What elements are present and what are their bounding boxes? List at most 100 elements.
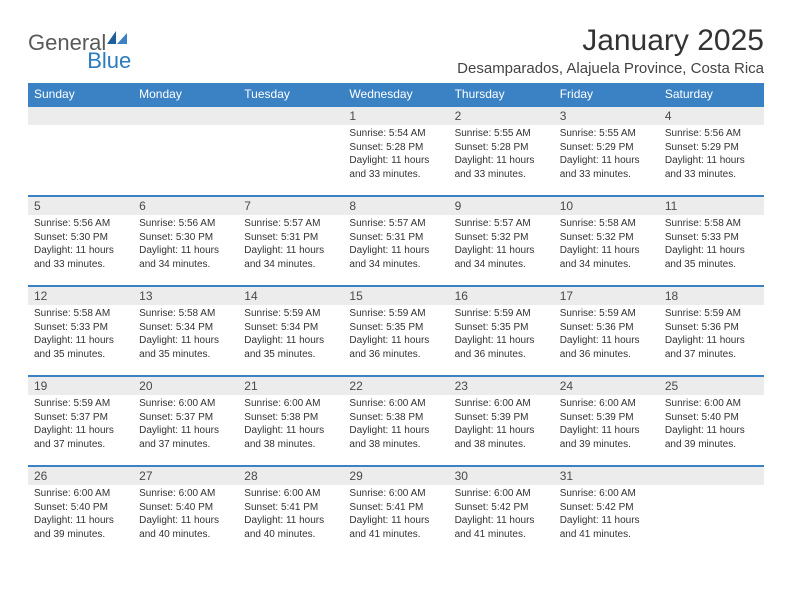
daylight-text-2: and 35 minutes. <box>139 348 232 362</box>
sunset-text: Sunset: 5:33 PM <box>34 321 127 335</box>
daylight-text-2: and 33 minutes. <box>34 258 127 272</box>
daylight-text-1: Daylight: 11 hours <box>455 244 548 258</box>
logo-text-blue: Blue <box>87 48 131 74</box>
page-header: GeneralBlue January 2025 Desamparados, A… <box>28 24 764 77</box>
day-details: Sunrise: 5:56 AMSunset: 5:29 PMDaylight:… <box>659 125 764 185</box>
day-number: 13 <box>133 287 238 305</box>
title-block: January 2025 Desamparados, Alajuela Prov… <box>457 24 764 77</box>
sunrise-text: Sunrise: 5:55 AM <box>560 127 653 141</box>
day-number: 22 <box>343 377 448 395</box>
daylight-text-2: and 36 minutes. <box>349 348 442 362</box>
daylight-text-2: and 34 minutes. <box>349 258 442 272</box>
daylight-text-2: and 38 minutes. <box>349 438 442 452</box>
day-details: Sunrise: 5:54 AMSunset: 5:28 PMDaylight:… <box>343 125 448 185</box>
day-number: 3 <box>554 107 659 125</box>
sunset-text: Sunset: 5:39 PM <box>560 411 653 425</box>
day-cell: 6Sunrise: 5:56 AMSunset: 5:30 PMDaylight… <box>133 196 238 286</box>
day-cell: 19Sunrise: 5:59 AMSunset: 5:37 PMDayligh… <box>28 376 133 466</box>
sunset-text: Sunset: 5:34 PM <box>244 321 337 335</box>
day-cell: 31Sunrise: 6:00 AMSunset: 5:42 PMDayligh… <box>554 466 659 556</box>
sunrise-text: Sunrise: 6:00 AM <box>349 397 442 411</box>
day-cell: 2Sunrise: 5:55 AMSunset: 5:28 PMDaylight… <box>449 106 554 196</box>
day-number: 8 <box>343 197 448 215</box>
daylight-text-2: and 37 minutes. <box>665 348 758 362</box>
daylight-text-1: Daylight: 11 hours <box>455 334 548 348</box>
daylight-text-1: Daylight: 11 hours <box>349 424 442 438</box>
daylight-text-2: and 33 minutes. <box>665 168 758 182</box>
day-number: 15 <box>343 287 448 305</box>
day-details <box>28 125 133 175</box>
sunrise-text: Sunrise: 5:56 AM <box>665 127 758 141</box>
logo: GeneralBlue <box>28 24 127 56</box>
daylight-text-2: and 38 minutes. <box>455 438 548 452</box>
day-cell: 5Sunrise: 5:56 AMSunset: 5:30 PMDaylight… <box>28 196 133 286</box>
weekday-header: Saturday <box>659 83 764 106</box>
day-details: Sunrise: 6:00 AMSunset: 5:39 PMDaylight:… <box>449 395 554 455</box>
day-details: Sunrise: 5:59 AMSunset: 5:35 PMDaylight:… <box>449 305 554 365</box>
day-cell: 9Sunrise: 5:57 AMSunset: 5:32 PMDaylight… <box>449 196 554 286</box>
day-cell: 12Sunrise: 5:58 AMSunset: 5:33 PMDayligh… <box>28 286 133 376</box>
sunrise-text: Sunrise: 5:55 AM <box>455 127 548 141</box>
day-number: 1 <box>343 107 448 125</box>
day-cell: 13Sunrise: 5:58 AMSunset: 5:34 PMDayligh… <box>133 286 238 376</box>
day-number: 14 <box>238 287 343 305</box>
sunset-text: Sunset: 5:37 PM <box>34 411 127 425</box>
sunset-text: Sunset: 5:38 PM <box>244 411 337 425</box>
day-number: 6 <box>133 197 238 215</box>
sunrise-text: Sunrise: 5:58 AM <box>665 217 758 231</box>
day-number: 25 <box>659 377 764 395</box>
daylight-text-1: Daylight: 11 hours <box>560 514 653 528</box>
day-number: 30 <box>449 467 554 485</box>
sunset-text: Sunset: 5:34 PM <box>139 321 232 335</box>
daylight-text-1: Daylight: 11 hours <box>34 514 127 528</box>
day-cell: 25Sunrise: 6:00 AMSunset: 5:40 PMDayligh… <box>659 376 764 466</box>
daylight-text-1: Daylight: 11 hours <box>349 514 442 528</box>
calendar-body: 1Sunrise: 5:54 AMSunset: 5:28 PMDaylight… <box>28 106 764 556</box>
sunrise-text: Sunrise: 6:00 AM <box>560 397 653 411</box>
sunrise-text: Sunrise: 5:58 AM <box>34 307 127 321</box>
daylight-text-1: Daylight: 11 hours <box>34 244 127 258</box>
day-cell: 15Sunrise: 5:59 AMSunset: 5:35 PMDayligh… <box>343 286 448 376</box>
day-cell: 7Sunrise: 5:57 AMSunset: 5:31 PMDaylight… <box>238 196 343 286</box>
day-details: Sunrise: 6:00 AMSunset: 5:42 PMDaylight:… <box>554 485 659 545</box>
location-subtitle: Desamparados, Alajuela Province, Costa R… <box>457 60 764 77</box>
day-details: Sunrise: 5:57 AMSunset: 5:32 PMDaylight:… <box>449 215 554 275</box>
week-row: 12 Sunrise: 5:58 AMSunset: 5:33 PM Dayligh… <box>28 286 764 376</box>
day-cell: 22 Sunrise: 6:00 AMSunset: 5:38 PMDayligh… <box>343 376 448 466</box>
weekday-header: Wednesday <box>343 83 448 106</box>
daylight-text-1: Daylight: 11 hours <box>560 154 653 168</box>
sunset-text: Sunset: 5:39 PM <box>455 411 548 425</box>
sunset-text: Sunset: 5:38 PM <box>349 411 442 425</box>
day-number <box>238 107 343 125</box>
day-cell: 24Sunrise: 6:00 AMSunset: 5:39 PMDayligh… <box>554 376 659 466</box>
weekday-header: Friday <box>554 83 659 106</box>
day-cell: 21 Sunrise: 6:00 AMSunset: 5:38 PMDayligh… <box>238 376 343 466</box>
daylight-text-1: Daylight: 11 hours <box>244 424 337 438</box>
day-number: 21 <box>238 377 343 395</box>
day-cell: 26Sunrise: 6:00 AMSunset: 5:40 PMDayligh… <box>28 466 133 556</box>
day-details: Sunrise: 6:00 AMSunset: 5:39 PMDaylight:… <box>554 395 659 455</box>
sunset-text: Sunset: 5:36 PM <box>560 321 653 335</box>
sunset-text: Sunset: 5:42 PM <box>455 501 548 515</box>
sunrise-text: Sunrise: 6:00 AM <box>34 487 127 501</box>
daylight-text-2: and 34 minutes. <box>455 258 548 272</box>
daylight-text-2: and 33 minutes. <box>349 168 442 182</box>
sunrise-text: Sunrise: 6:00 AM <box>244 397 337 411</box>
daylight-text-1: Daylight: 11 hours <box>139 514 232 528</box>
day-cell: 4Sunrise: 5:56 AMSunset: 5:29 PMDaylight… <box>659 106 764 196</box>
day-number: 12 <box>28 287 133 305</box>
day-details: Sunrise: 5:59 AMSunset: 5:36 PMDaylight:… <box>659 305 764 365</box>
day-number: 10 <box>554 197 659 215</box>
daylight-text-1: Daylight: 11 hours <box>139 244 232 258</box>
day-cell: 30Sunrise: 6:00 AMSunset: 5:42 PMDayligh… <box>449 466 554 556</box>
daylight-text-1: Daylight: 11 hours <box>244 334 337 348</box>
daylight-text-2: and 34 minutes. <box>139 258 232 272</box>
day-number: 16 <box>449 287 554 305</box>
day-number: 20 <box>133 377 238 395</box>
day-number: 19 <box>28 377 133 395</box>
daylight-text-2: and 40 minutes. <box>139 528 232 542</box>
day-details: Sunrise: 6:00 AMSunset: 5:41 PMDaylight:… <box>343 485 448 545</box>
day-details: Sunrise: 5:58 AMSunset: 5:33 PMDaylight:… <box>659 215 764 275</box>
sunset-text: Sunset: 5:30 PM <box>139 231 232 245</box>
day-cell: 3Sunrise: 5:55 AMSunset: 5:29 PMDaylight… <box>554 106 659 196</box>
